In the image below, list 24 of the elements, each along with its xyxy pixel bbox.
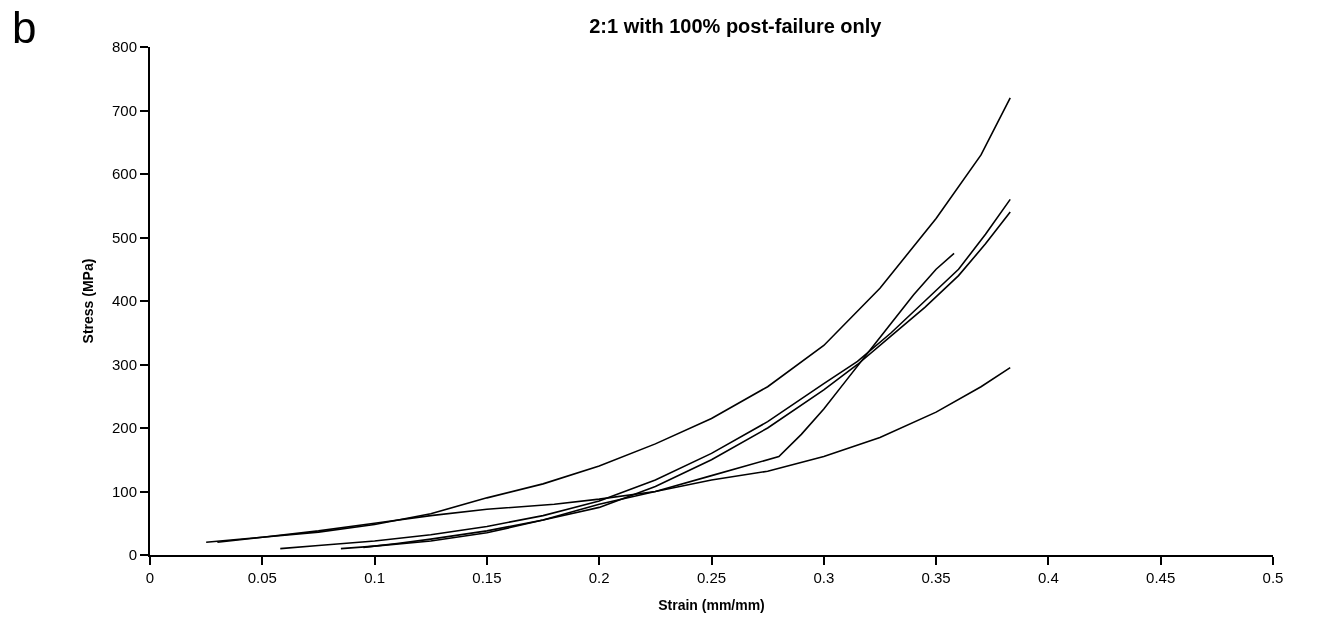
y-axis-title: Stress (MPa) — [80, 258, 97, 344]
y-tick-label: 800 — [111, 38, 137, 56]
y-tick-label: 300 — [111, 355, 137, 373]
chart-title: 2:1 with 100% post-failure only — [589, 14, 883, 37]
y-tick-label: 200 — [111, 419, 137, 437]
y-tick-label: 700 — [111, 101, 137, 119]
y-tick-label: 500 — [111, 228, 137, 246]
x-tick-label: 0.2 — [588, 569, 610, 586]
x-tick-label: 0.25 — [696, 569, 727, 586]
y-tick-label: 400 — [111, 292, 137, 310]
y-tick-label: 600 — [111, 165, 137, 183]
text: b — [12, 3, 37, 52]
x-tick-label: 0.3 — [813, 569, 835, 586]
x-tick-label: 0 — [145, 569, 155, 586]
x-tick-label: 0.5 — [1262, 569, 1284, 586]
y-tick-label: 0 — [128, 546, 137, 564]
x-tick-label: 0.45 — [1146, 569, 1176, 586]
x-tick-label: 0.1 — [364, 569, 386, 586]
x-tick-label: 0.05 — [247, 569, 277, 586]
y-tick-label: 100 — [111, 482, 137, 500]
x-tick-label: 0.4 — [1037, 569, 1059, 586]
x-tick-label: 0.15 — [472, 569, 502, 586]
x-axis-title: Strain (mm/mm) — [658, 596, 765, 613]
x-tick-label: 0.35 — [921, 569, 951, 586]
